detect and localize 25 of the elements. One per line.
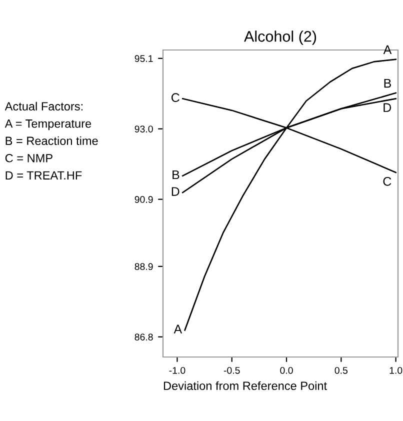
x-tick-label: -0.5 — [224, 366, 240, 374]
y-tick-label: 93.0 — [134, 126, 153, 132]
text: C — [383, 176, 392, 186]
text: Actual Factors: — [4, 102, 82, 111]
text: D — [172, 187, 180, 196]
x-tick-label: 0.5 — [334, 366, 348, 374]
text: A — [383, 45, 392, 54]
text: A = Temperature — [4, 120, 92, 130]
series-label: B — [172, 170, 180, 180]
x-axis-title: Deviation from Reference Point — [164, 381, 327, 390]
x-tick-label: 0.0 — [280, 366, 293, 374]
y-tick-label: 90.9 — [134, 196, 153, 203]
text: B = Reaction time — [6, 136, 98, 146]
y-tick-label: 95.1 — [134, 55, 153, 62]
y-tick-label: 88.9 — [134, 263, 153, 270]
series-label: C — [172, 93, 180, 102]
text: D = TREAT.HF — [6, 171, 82, 180]
y-tick-label: 86.8 — [134, 334, 153, 340]
chart-title: Alcohol (2) — [244, 30, 316, 45]
text: C = NMP — [5, 154, 52, 162]
series-label: A — [174, 324, 182, 334]
x-tick-label: 1.0 — [390, 366, 402, 374]
text: B — [384, 78, 391, 88]
x-tick-label: -1.0 — [169, 366, 186, 374]
series-label: D — [384, 103, 392, 112]
